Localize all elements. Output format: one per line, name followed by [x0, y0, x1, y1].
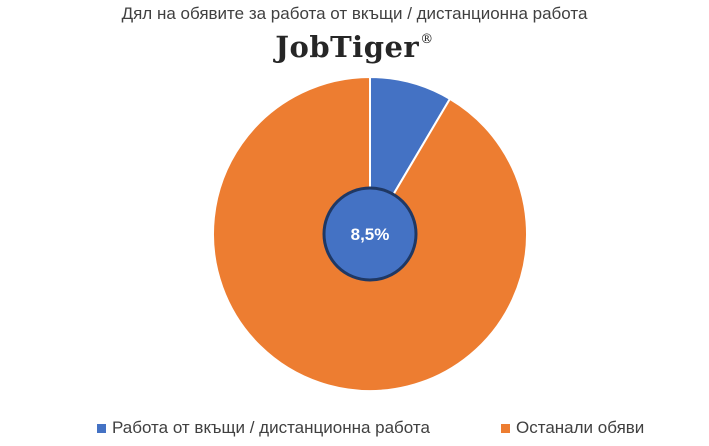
chart-legend: Работа от вкъщи / дистанционна работа Ос… — [0, 418, 709, 440]
legend-item-remote-work: Работа от вкъщи / дистанционна работа — [97, 418, 430, 438]
jobtiger-logo: JobTiger® — [0, 30, 709, 64]
legend-label-other-ads: Останали обяви — [516, 418, 645, 437]
legend-item-other-ads: Останали обяви — [501, 418, 644, 438]
legend-swatch-other-ads — [501, 423, 510, 433]
legend-label-remote-work: Работа от вкъщи / дистанционна работа — [112, 418, 430, 437]
legend-swatch-remote-work — [97, 423, 106, 433]
center-label: 8,5% — [351, 225, 390, 244]
registered-mark: ® — [420, 32, 434, 47]
logo-text: JobTiger — [275, 30, 420, 64]
center-circle — [322, 186, 418, 282]
chart-title: Дял на обявите за работа от вкъщи / дист… — [121, 4, 588, 23]
